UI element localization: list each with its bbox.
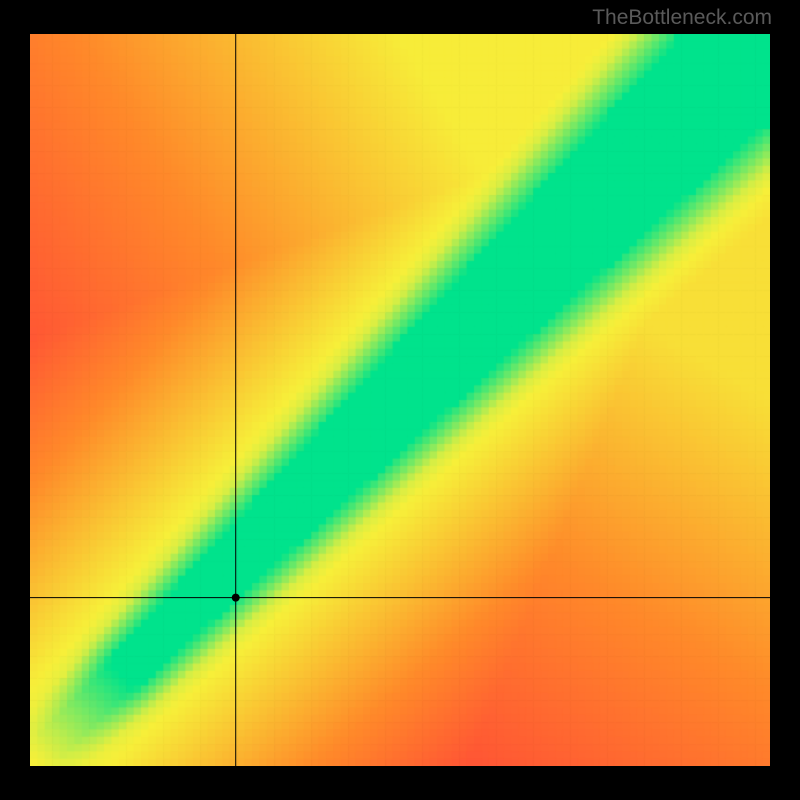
watermark-text: TheBottleneck.com [592,6,772,30]
heatmap-canvas [30,34,770,766]
bottleneck-heatmap [30,34,770,766]
